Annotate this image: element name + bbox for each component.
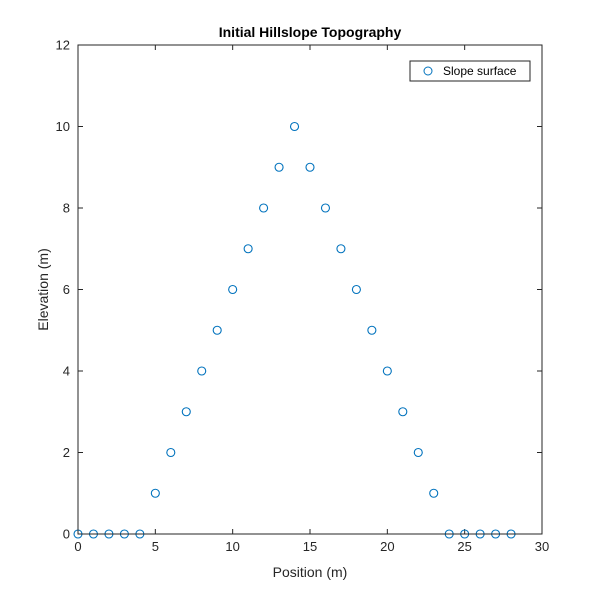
y-tick-label: 6 <box>63 282 70 297</box>
y-tick-label: 10 <box>56 119 70 134</box>
data-point <box>228 284 238 295</box>
y-tick-label: 2 <box>63 445 70 460</box>
y-tick-label: 12 <box>56 38 70 53</box>
data-point <box>274 162 284 172</box>
data-point <box>289 121 300 132</box>
x-axis-label: Position (m) <box>273 564 348 580</box>
x-tick-label: 0 <box>74 539 81 554</box>
y-tick-label: 8 <box>63 201 70 216</box>
x-tick-label: 5 <box>152 539 159 554</box>
data-point <box>382 366 392 376</box>
data-point <box>243 244 253 254</box>
x-tick-label: 10 <box>225 539 239 554</box>
data-point <box>197 366 207 376</box>
data-point <box>367 325 377 335</box>
data-point <box>336 244 346 254</box>
data-point <box>351 284 361 295</box>
data-point <box>259 203 269 213</box>
data-point <box>150 488 160 498</box>
x-tick-label: 20 <box>380 539 394 554</box>
legend-marker <box>423 66 433 76</box>
data-point <box>429 488 439 498</box>
axes-frame <box>77 44 543 535</box>
legend-box <box>409 60 531 82</box>
x-tick-label: 25 <box>457 539 471 554</box>
data-point <box>181 407 191 417</box>
legend: Slope surface <box>409 60 531 82</box>
x-tick-label: 15 <box>303 539 317 554</box>
plot-background <box>78 45 542 534</box>
data-point <box>398 407 408 417</box>
y-axis-label: Elevation (m) <box>35 248 51 330</box>
data-point <box>305 162 315 172</box>
data-point <box>320 203 331 213</box>
axes-border <box>77 44 543 535</box>
legend-entry-label: Slope surface <box>443 64 517 78</box>
plot-area <box>78 45 542 534</box>
y-tick-label: 4 <box>63 364 70 379</box>
data-point <box>413 447 423 458</box>
x-tick-label: 30 <box>535 539 549 554</box>
chart-title: Initial Hillslope Topography <box>219 24 402 40</box>
data-point <box>166 447 176 458</box>
data-point <box>212 325 222 335</box>
y-tick-label: 0 <box>63 527 70 542</box>
